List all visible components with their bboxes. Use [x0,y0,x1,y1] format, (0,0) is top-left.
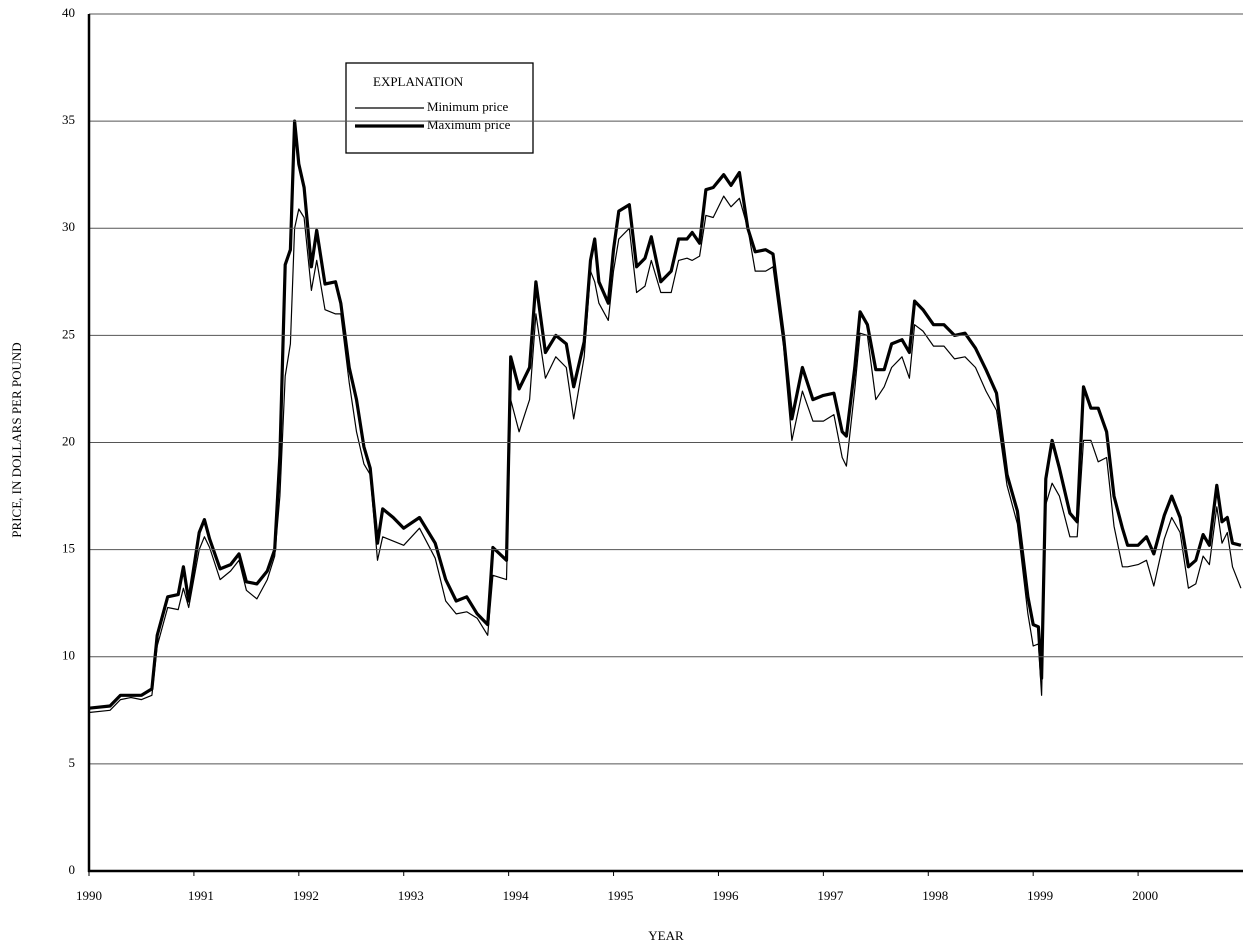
y-tick-label: 30 [62,219,75,234]
y-tick-label: 35 [62,112,75,127]
x-axis-label: YEAR [648,928,684,943]
x-tick-label: 1995 [608,888,634,903]
series-line [88,195,1242,714]
x-tick-label: 1997 [817,888,844,903]
x-tick-label: 2000 [1132,888,1158,903]
y-tick-label: 10 [62,648,75,663]
y-tick-label: 20 [62,433,75,448]
x-tick-label: 1998 [922,888,948,903]
y-tick-label: 40 [62,5,75,20]
legend: EXPLANATION Minimum price Maximum price [345,62,534,154]
legend-label: Minimum price [427,99,508,114]
y-tick-label: 5 [69,755,76,770]
legend-title: EXPLANATION [373,74,464,89]
x-tick-label: 1996 [712,888,739,903]
legend-label: Maximum price [427,117,511,132]
y-tick-label: 15 [62,541,75,556]
y-axis-label: PRICE, IN DOLLARS PER POUND [9,342,24,537]
x-tick-label: 1991 [188,888,214,903]
x-tick-label: 1992 [293,888,319,903]
x-tick-label: 1993 [398,888,424,903]
x-tick-label: 1990 [76,888,102,903]
series-line [88,119,1242,710]
x-tick-label: 1999 [1027,888,1053,903]
x-tick-label: 1994 [503,888,530,903]
y-tick-label: 25 [62,326,75,341]
y-tick-label: 0 [69,862,76,877]
